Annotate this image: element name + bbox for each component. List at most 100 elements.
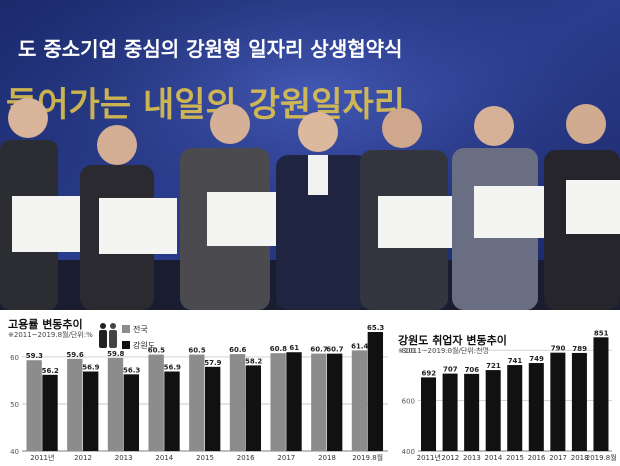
chart2-data-label: 721 — [486, 362, 501, 370]
people-icon — [99, 323, 117, 348]
chart1-bar — [270, 353, 286, 451]
chart2-ytick-label: 800 — [402, 347, 415, 355]
chart2-bar — [421, 377, 437, 451]
chart2-xtick-label: 2011년 — [417, 453, 441, 462]
chart2-xtick-label: 2015 — [506, 454, 524, 462]
chart1-legend: 전국 강원도 — [96, 320, 174, 358]
legend-label-gangwon: 강원도 — [133, 341, 156, 350]
chart1-data-label: 60.6 — [229, 346, 246, 354]
chart2-note: ※2011~2019.8월/단위:천명 — [398, 347, 489, 355]
chart2-ytick-label: 600 — [402, 398, 415, 406]
banner-line-1: 도 중소기업 중심의 강원형 일자리 상생협약식 — [18, 37, 402, 61]
person-6 — [452, 106, 552, 310]
chart1-bar — [164, 371, 180, 451]
chart2-data-label: 707 — [443, 366, 458, 374]
chart2-data-label: 790 — [551, 345, 566, 353]
person-2 — [80, 125, 177, 310]
chart1-ytick-label: 60 — [10, 354, 19, 362]
chart1-bar — [286, 352, 302, 451]
chart1-bar — [123, 374, 140, 451]
chart1-bar — [351, 350, 368, 451]
chart1-xtick-label: 2019.8월 — [352, 453, 383, 462]
chart2-bar — [464, 373, 480, 451]
chart2-data-label: 741 — [508, 357, 523, 365]
chart1-xtick-label: 2017 — [277, 454, 295, 462]
chart1-data-label: 56.2 — [42, 367, 59, 375]
chart1-bar — [148, 354, 164, 451]
chart1-bar — [311, 353, 327, 451]
chart2-xtick-label: 2016 — [528, 454, 546, 462]
legend-swatch-gangwon — [122, 341, 130, 349]
chart1-data-label: 59.3 — [26, 352, 43, 360]
chart1-xtick-label: 2014 — [155, 454, 173, 462]
chart1-bar — [67, 358, 83, 451]
chart1-bar — [107, 357, 124, 451]
chart2-bar — [442, 373, 458, 451]
chart2-data-label: 789 — [572, 345, 587, 353]
chart1-data-label: 56.9 — [164, 364, 181, 372]
chart2-xtick-label: 2018 — [571, 454, 589, 462]
legend-swatch-national — [122, 325, 130, 333]
chart1-bar — [229, 354, 246, 451]
chart1-data-label: 61 — [289, 344, 299, 352]
chart2-bar — [528, 363, 544, 451]
chart1-xtick-label: 2018 — [318, 454, 336, 462]
chart1-data-label: 57.9 — [204, 359, 221, 367]
chart1-data-label: 56.9 — [82, 364, 99, 372]
chart1-data-label: 59.6 — [66, 351, 83, 359]
employment-rate-chart: 40 50 60 2011년 59.3 56.2 2012 59.6 56.9 2013 59.8 5… — [10, 324, 388, 462]
legend-item-gangwon: 강원도 — [122, 340, 155, 351]
person-4 — [276, 112, 368, 310]
chart1-bar — [83, 371, 99, 451]
person-3 — [180, 104, 287, 310]
chart1-data-label: 60.5 — [188, 347, 205, 355]
chart1-data-label: 60.5 — [148, 347, 165, 355]
chart1-bar — [189, 354, 205, 451]
chart1-bar — [327, 353, 343, 451]
chart1-xtick-label: 2013 — [115, 454, 133, 462]
chart1-bar — [42, 374, 58, 451]
person-5 — [360, 108, 456, 310]
chart1-data-label: 61.4 — [351, 342, 368, 350]
chart1-note: ※2011~2019.8월/단위:% — [8, 331, 93, 339]
chart1-data-label: 59.8 — [107, 350, 124, 358]
chart1-bar — [367, 331, 384, 451]
banner-line-2: 들어가는 내일의 강원일자리 — [6, 85, 405, 125]
chart1-data-label: 60.7 — [310, 346, 327, 354]
chart1-xtick-label: 2016 — [237, 454, 255, 462]
chart2-ytick-label: 400 — [402, 448, 415, 456]
chart2-bar — [593, 337, 609, 451]
chart1-data-label: 60.7 — [326, 346, 343, 354]
chart1-bar — [26, 360, 42, 451]
chart2-data-label: 692 — [421, 369, 436, 377]
person-1 — [0, 98, 88, 310]
chart1-title: 고용률 변동추이 — [8, 318, 83, 331]
chart2-xtick-label: 2014 — [485, 454, 503, 462]
chart2-bar — [507, 365, 523, 451]
chart1-ytick-label: 40 — [10, 448, 19, 456]
ceremony-photo-illustration: 도 중소기업 중심의 강원형 일자리 상생협약식 들어가는 내일의 강원일자리 — [0, 0, 620, 310]
chart2-bar — [485, 370, 501, 451]
chart2-data-label: 749 — [529, 355, 544, 363]
chart2-bar — [550, 352, 566, 451]
employed-persons-chart: 400 600 800 2011년 692 2012 707 2013 706 2014 721 20… — [402, 329, 617, 462]
news-photo: 도 중소기업 중심의 강원형 일자리 상생협약식 들어가는 내일의 강원일자리 — [0, 0, 620, 310]
legend-label-national: 전국 — [133, 325, 148, 334]
legend-item-national: 전국 — [122, 324, 148, 335]
chart1-data-label: 56.3 — [123, 366, 140, 374]
person-7 — [544, 104, 620, 310]
chart2-data-label: 706 — [465, 366, 480, 374]
chart2-bar — [571, 352, 587, 451]
chart1-xtick-label: 2012 — [74, 454, 92, 462]
chart2-title: 강원도 취업자 변동추이 — [398, 334, 507, 347]
chart1-xtick-label: 2011년 — [30, 453, 54, 462]
chart1-xtick-label: 2015 — [196, 454, 214, 462]
chart2-data-label: 851 — [594, 329, 609, 337]
chart2-xtick-label: 2019.8월 — [586, 453, 617, 462]
charts-panel: 고용률 변동추이 ※2011~2019.8월/단위:% 전국 강원도 강원도 취… — [0, 310, 620, 466]
chart1-data-label: 58.2 — [245, 357, 262, 365]
chart1-ytick-label: 50 — [10, 401, 19, 409]
chart1-bar — [205, 366, 221, 451]
chart1-data-label: 60.8 — [270, 345, 287, 353]
chart1-data-label: 65.3 — [367, 324, 384, 332]
